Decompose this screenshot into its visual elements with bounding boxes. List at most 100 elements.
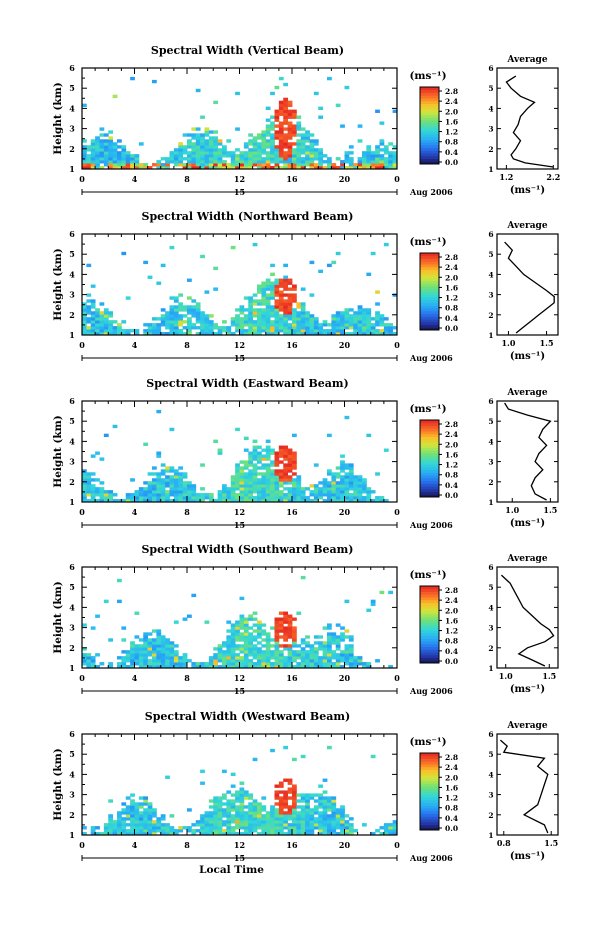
- heatmap-cell: [261, 287, 267, 291]
- heatmap-cell: [204, 323, 210, 327]
- heatmap-cell: [252, 469, 258, 473]
- heatmap-cell: [388, 154, 394, 158]
- heatmap-cell: [239, 656, 245, 660]
- heatmap-cell: [388, 142, 394, 146]
- heatmap-cell: [392, 829, 398, 833]
- average-y-tick-label: 6: [488, 397, 493, 406]
- heatmap-cell: [274, 487, 280, 491]
- heatmap-cell: [248, 817, 254, 821]
- heatmap-cell: [252, 454, 258, 458]
- heatmap-cell: [283, 778, 289, 782]
- heatmap-cell: [103, 320, 109, 324]
- heatmap-cell: [169, 466, 175, 470]
- heatmap-cell: [375, 145, 380, 149]
- colorbar-segment: [420, 643, 439, 647]
- heatmap-cell: [283, 457, 289, 461]
- heatmap-cell: [340, 650, 345, 654]
- heatmap-cell: [248, 457, 254, 461]
- heatmap-cell: [230, 245, 236, 250]
- heatmap-cell: [300, 647, 306, 651]
- heatmap-cell: [375, 332, 380, 336]
- heatmap-cell: [217, 817, 223, 821]
- colorbar-segment: [420, 775, 439, 779]
- colorbar-segment: [420, 461, 439, 465]
- heatmap-cell: [318, 148, 324, 152]
- heatmap-cell: [348, 826, 354, 830]
- heatmap-cell: [265, 481, 271, 485]
- heatmap-cell: [278, 139, 284, 143]
- heatmap-cell: [278, 326, 284, 330]
- heatmap-cell: [309, 650, 315, 654]
- heatmap-cell: [313, 496, 319, 500]
- heatmap-cell: [261, 145, 267, 149]
- heatmap-cell: [103, 829, 109, 833]
- heatmap-cell: [243, 820, 249, 824]
- heatmap-cell: [366, 323, 372, 327]
- heatmap-cell: [375, 311, 380, 315]
- heatmap-cell: [283, 100, 289, 105]
- heatmap-cell: [252, 475, 258, 479]
- heatmap-cell: [300, 305, 306, 309]
- heatmap-cell: [243, 823, 249, 827]
- heatmap-cell: [173, 299, 179, 303]
- colorbar-segment: [420, 764, 439, 768]
- heatmap-cell: [300, 127, 306, 131]
- heatmap-cell: [187, 490, 192, 494]
- heatmap-cell: [274, 469, 280, 473]
- heatmap-cell: [261, 329, 267, 333]
- heatmap-cell: [226, 808, 232, 812]
- heatmap-cell: [226, 832, 232, 836]
- heatmap-cell: [82, 163, 87, 167]
- heatmap-cell: [169, 154, 175, 158]
- heatmap-cell: [143, 641, 149, 645]
- heatmap-cell: [103, 323, 109, 327]
- heatmap-cell: [156, 644, 162, 648]
- x-tick-label: 16: [286, 840, 298, 850]
- heatmap-cell: [278, 626, 284, 630]
- heatmap-cell: [283, 638, 289, 642]
- heatmap-cell: [257, 472, 262, 476]
- heatmap-cell: [265, 287, 271, 291]
- colorbar-tick-label: 1.2: [445, 627, 458, 636]
- heatmap-cell: [305, 817, 310, 821]
- heatmap-cell: [239, 626, 245, 630]
- heatmap-cell: [261, 496, 267, 500]
- heatmap-cell: [222, 823, 227, 827]
- heatmap-cell: [313, 799, 319, 803]
- heatmap-cell: [95, 154, 100, 158]
- average-y-tick-label: 6: [488, 64, 493, 73]
- heatmap-cell: [270, 481, 275, 485]
- heatmap-cell: [252, 484, 258, 488]
- heatmap-cell: [335, 320, 341, 324]
- heatmap-cell: [257, 284, 262, 288]
- heatmap-cell: [226, 496, 232, 500]
- heatmap-cell: [270, 656, 275, 660]
- heatmap-cell: [90, 154, 96, 158]
- heatmap-cell: [300, 653, 306, 657]
- heatmap-cell: [200, 317, 205, 321]
- heatmap-cell: [112, 142, 118, 146]
- heatmap-cell: [213, 499, 219, 503]
- heatmap-cell: [156, 653, 162, 657]
- heatmap-cell: [121, 145, 127, 149]
- heatmap-cell: [292, 802, 297, 806]
- heatmap-cell: [226, 329, 232, 333]
- heatmap-cell: [274, 157, 280, 161]
- heatmap-cell: [235, 644, 240, 648]
- heatmap-cell: [99, 127, 105, 131]
- heatmap-cell: [287, 490, 293, 494]
- heatmap-cell: [375, 163, 380, 167]
- heatmap-cell: [178, 484, 184, 488]
- heatmap-cell: [278, 166, 284, 170]
- heatmap-cell: [147, 817, 153, 821]
- heatmap-cell: [239, 596, 245, 601]
- heatmap-cells: [82, 745, 398, 836]
- heatmap-cell: [261, 463, 267, 467]
- heatmap-cell: [173, 332, 179, 336]
- heatmap-cell: [99, 302, 105, 306]
- heatmap-cell: [86, 145, 92, 149]
- heatmap-cell: [121, 154, 127, 158]
- heatmap-cell: [117, 832, 122, 836]
- heatmap-cell: [187, 166, 192, 170]
- heatmap-cell: [327, 829, 332, 833]
